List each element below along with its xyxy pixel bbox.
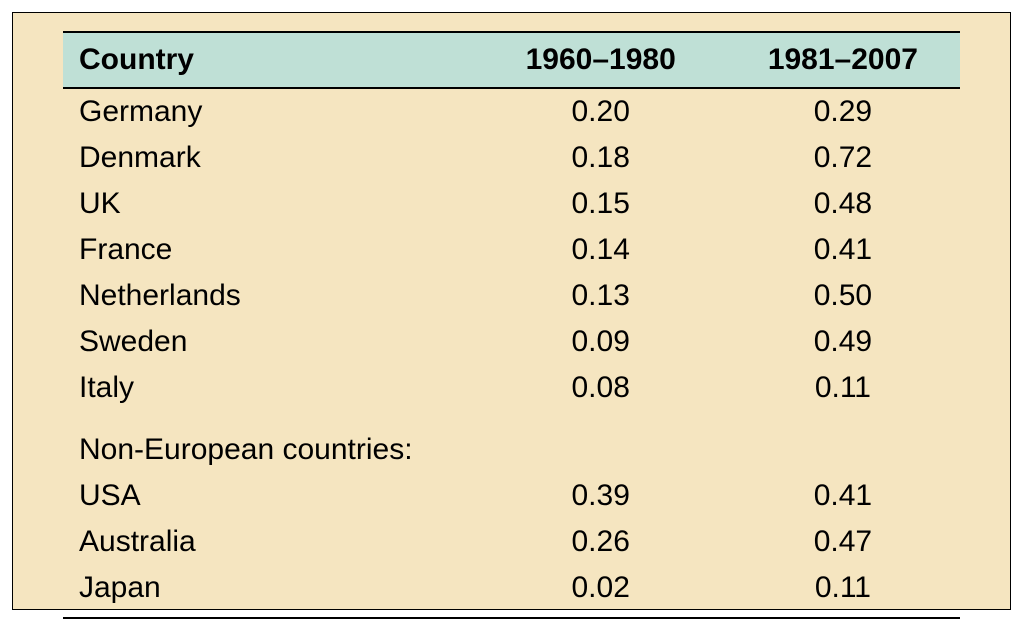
cell-country: Australia bbox=[63, 519, 476, 565]
cell-period1: 0.20 bbox=[476, 88, 718, 135]
cell-country: Netherlands bbox=[63, 273, 476, 319]
table-row: Denmark 0.18 0.72 bbox=[63, 135, 960, 181]
cell-country: Japan bbox=[63, 565, 476, 618]
cell-period1: 0.02 bbox=[476, 565, 718, 618]
cell-period2: 0.50 bbox=[718, 273, 960, 319]
table-row: USA 0.39 0.41 bbox=[63, 473, 960, 519]
cell-country: UK bbox=[63, 181, 476, 227]
cell-period1: 0.09 bbox=[476, 319, 718, 365]
cell-period1: 0.18 bbox=[476, 135, 718, 181]
table-section-row: Non-European countries: bbox=[63, 411, 960, 473]
cell-country: Denmark bbox=[63, 135, 476, 181]
table-row: Netherlands 0.13 0.50 bbox=[63, 273, 960, 319]
cell-period2: 0.11 bbox=[718, 365, 960, 411]
cell-country: Germany bbox=[63, 88, 476, 135]
cell-period1: 0.26 bbox=[476, 519, 718, 565]
cell-period2: 0.11 bbox=[718, 565, 960, 618]
cell-period2 bbox=[718, 411, 960, 473]
table-row: France 0.14 0.41 bbox=[63, 227, 960, 273]
page-frame: Country 1960–1980 1981–2007 Germany 0.20… bbox=[0, 0, 1023, 622]
col-header-country: Country bbox=[63, 32, 476, 88]
table-body: Germany 0.20 0.29 Denmark 0.18 0.72 UK 0… bbox=[63, 88, 960, 618]
cell-period2: 0.29 bbox=[718, 88, 960, 135]
cell-period2: 0.47 bbox=[718, 519, 960, 565]
cell-country: Italy bbox=[63, 365, 476, 411]
table-row: Germany 0.20 0.29 bbox=[63, 88, 960, 135]
cell-period2: 0.72 bbox=[718, 135, 960, 181]
table-row: Sweden 0.09 0.49 bbox=[63, 319, 960, 365]
cell-period2: 0.41 bbox=[718, 473, 960, 519]
col-header-period1: 1960–1980 bbox=[476, 32, 718, 88]
cell-country: USA bbox=[63, 473, 476, 519]
cell-period2: 0.48 bbox=[718, 181, 960, 227]
cell-period1: 0.39 bbox=[476, 473, 718, 519]
cell-period2: 0.49 bbox=[718, 319, 960, 365]
cell-period1 bbox=[476, 411, 718, 473]
table-row: UK 0.15 0.48 bbox=[63, 181, 960, 227]
table-panel: Country 1960–1980 1981–2007 Germany 0.20… bbox=[12, 12, 1011, 610]
cell-period1: 0.08 bbox=[476, 365, 718, 411]
cell-period1: 0.15 bbox=[476, 181, 718, 227]
country-table: Country 1960–1980 1981–2007 Germany 0.20… bbox=[63, 31, 960, 619]
table-header-row: Country 1960–1980 1981–2007 bbox=[63, 32, 960, 88]
table-row: Japan 0.02 0.11 bbox=[63, 565, 960, 618]
cell-country: Sweden bbox=[63, 319, 476, 365]
cell-section-label: Non-European countries: bbox=[63, 411, 476, 473]
table-row: Australia 0.26 0.47 bbox=[63, 519, 960, 565]
cell-period1: 0.14 bbox=[476, 227, 718, 273]
table-row: Italy 0.08 0.11 bbox=[63, 365, 960, 411]
cell-period2: 0.41 bbox=[718, 227, 960, 273]
cell-country: France bbox=[63, 227, 476, 273]
col-header-period2: 1981–2007 bbox=[718, 32, 960, 88]
cell-period1: 0.13 bbox=[476, 273, 718, 319]
